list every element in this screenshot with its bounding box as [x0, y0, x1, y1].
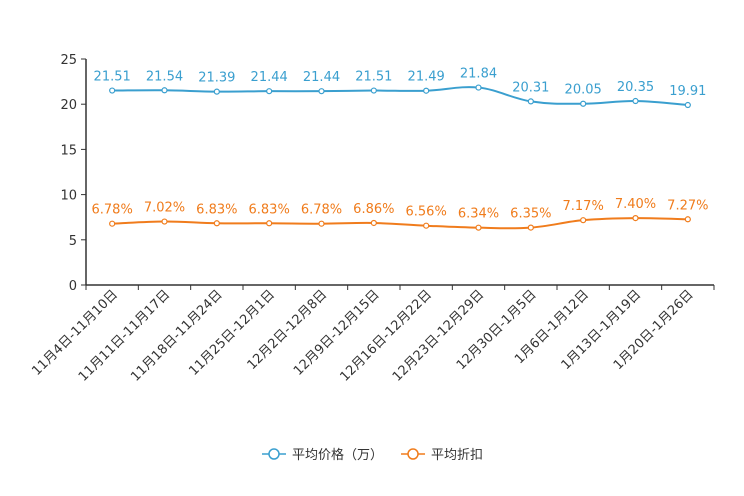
data-point[interactable]	[475, 84, 482, 91]
legend-label: 平均价格（万）	[292, 447, 383, 463]
data-label: 6.83%	[196, 202, 237, 217]
data-point[interactable]	[318, 220, 325, 227]
data-point[interactable]	[632, 215, 639, 222]
data-label: 6.78%	[301, 203, 342, 218]
data-point[interactable]	[527, 224, 534, 231]
data-point[interactable]	[475, 224, 482, 231]
data-point[interactable]	[318, 88, 325, 95]
data-label: 6.56%	[406, 205, 447, 220]
data-label: 7.02%	[144, 201, 185, 216]
y-tick-label: 25	[60, 53, 77, 68]
data-label: 21.49	[408, 70, 445, 85]
x-tick-label: 12月16日-12月22日	[338, 287, 435, 384]
legend-label: 平均折扣	[431, 448, 483, 463]
series-line-1	[112, 86, 688, 107]
legend-swatch-marker	[268, 448, 280, 460]
data-point[interactable]	[109, 220, 116, 227]
data-label: 21.84	[460, 67, 497, 82]
data-point[interactable]	[423, 222, 430, 229]
x-tick-label: 11月11日-11月17日	[76, 287, 173, 384]
y-tick-label: 20	[60, 98, 77, 113]
data-point[interactable]	[580, 100, 587, 107]
y-tick-label: 0	[69, 279, 77, 294]
data-point[interactable]	[109, 87, 116, 94]
data-point[interactable]	[370, 87, 377, 94]
data-label: 21.54	[146, 69, 183, 84]
data-point[interactable]	[213, 220, 220, 227]
data-points	[109, 84, 691, 231]
legend-swatch-marker	[407, 448, 419, 460]
x-tick-label: 11月4日-11月10日	[29, 287, 121, 379]
data-point[interactable]	[684, 101, 691, 109]
data-point[interactable]	[370, 219, 377, 227]
data-point[interactable]	[684, 216, 691, 223]
data-label: 20.35	[617, 80, 654, 95]
data-labels: 21.51 21.54 21.39 21.44 21.44 21.51 21.49 21.84…	[92, 67, 709, 222]
data-point[interactable]	[423, 87, 430, 94]
data-label: 6.35%	[510, 207, 551, 222]
data-label: 20.05	[565, 83, 602, 98]
data-label: 21.44	[303, 70, 340, 85]
series-lines	[112, 86, 688, 230]
data-point[interactable]	[266, 88, 273, 95]
data-label: 7.27%	[667, 198, 708, 213]
data-label: 6.83%	[249, 202, 290, 217]
legend[interactable]: 平均价格（万） 平均折扣	[262, 447, 483, 463]
data-point[interactable]	[580, 217, 587, 224]
data-label: 21.51	[355, 70, 392, 85]
data-label: 7.17%	[563, 199, 604, 214]
y-tick-label: 15	[60, 143, 77, 158]
data-point[interactable]	[161, 218, 168, 225]
data-point[interactable]	[527, 98, 534, 105]
series-line-2	[112, 217, 688, 230]
data-point[interactable]	[213, 88, 220, 95]
data-point[interactable]	[632, 97, 639, 105]
data-label: 6.86%	[353, 202, 394, 217]
x-tick-label: 11月18日-11月24日	[128, 287, 225, 384]
y-tick-label: 5	[69, 234, 77, 249]
data-label: 6.34%	[458, 207, 499, 222]
data-point[interactable]	[266, 220, 273, 227]
data-label: 20.31	[512, 80, 549, 95]
data-label: 21.39	[198, 71, 235, 86]
data-label: 19.91	[669, 84, 706, 99]
data-point[interactable]	[161, 87, 168, 94]
data-label: 21.44	[251, 70, 288, 85]
legend-item-2[interactable]: 平均折扣	[401, 448, 483, 463]
data-label: 21.51	[94, 70, 131, 85]
legend-item-1[interactable]: 平均价格（万）	[262, 447, 383, 463]
data-label: 7.40%	[615, 197, 656, 212]
data-label: 6.78%	[92, 203, 133, 218]
y-tick-label: 10	[60, 189, 77, 204]
x-tick-label: 12月23日-12月29日	[390, 287, 487, 384]
